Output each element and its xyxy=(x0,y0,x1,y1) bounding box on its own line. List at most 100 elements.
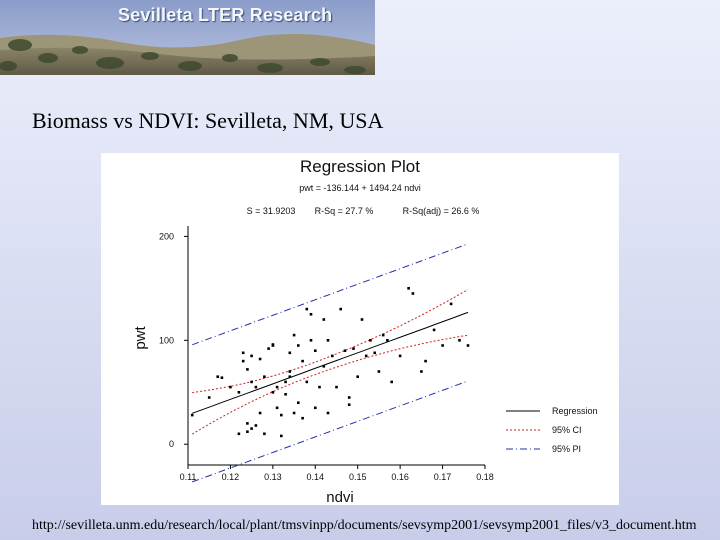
chart-title: Regression Plot xyxy=(300,157,420,176)
data-point xyxy=(297,401,300,404)
data-point xyxy=(280,413,283,417)
data-point xyxy=(407,287,410,290)
data-point xyxy=(331,354,334,358)
landscape-photo xyxy=(0,0,375,75)
data-point xyxy=(343,349,347,352)
data-point xyxy=(352,347,355,350)
data-point xyxy=(267,347,270,350)
data-point xyxy=(246,430,249,433)
data-point xyxy=(381,333,385,337)
data-point xyxy=(301,416,304,420)
data-point xyxy=(449,302,453,306)
y-tick-label: 200 xyxy=(159,231,174,241)
x-tick-label: 0.15 xyxy=(349,472,367,482)
ci-lower-line xyxy=(191,334,469,435)
data-point xyxy=(258,411,262,415)
y-axis-label: pwt xyxy=(132,325,149,349)
x-tick-label: 0.12 xyxy=(222,472,240,482)
ci-upper-line xyxy=(192,289,469,394)
header-banner: Sevilleta LTER Research xyxy=(0,0,375,75)
data-point xyxy=(292,411,296,415)
x-tick-label: 0.14 xyxy=(307,472,325,482)
data-point xyxy=(377,370,381,373)
data-point xyxy=(326,339,330,342)
data-point xyxy=(241,359,245,363)
banner-title: Sevilleta LTER Research xyxy=(118,5,333,25)
regression-chart: Regression Plot pwt = -136.144 + 1494.24… xyxy=(101,153,619,505)
data-point xyxy=(386,339,389,342)
data-point xyxy=(288,375,292,378)
data-point xyxy=(258,357,262,361)
data-point xyxy=(369,339,372,342)
x-tick-label: 0.11 xyxy=(180,472,197,482)
data-point xyxy=(305,380,309,384)
data-point xyxy=(271,344,275,347)
x-axis-label: ndvi xyxy=(326,489,354,505)
data-point xyxy=(288,351,292,355)
data-point xyxy=(284,380,287,384)
data-point xyxy=(458,339,461,342)
data-point xyxy=(275,385,279,389)
data-point xyxy=(398,354,402,358)
data-point xyxy=(254,385,258,389)
data-point xyxy=(314,406,317,410)
data-point xyxy=(263,375,266,378)
legend-label: Regression xyxy=(552,406,598,416)
data-point xyxy=(466,344,470,347)
data-point xyxy=(441,344,444,347)
legend: Regression 95% CI 95% PI xyxy=(506,406,598,454)
data-point xyxy=(220,376,224,379)
pi-upper-line xyxy=(192,243,469,346)
data-point xyxy=(360,318,364,321)
data-point xyxy=(207,396,211,399)
data-point xyxy=(292,333,296,337)
legend-label: 95% PI xyxy=(552,444,581,454)
regression-line xyxy=(192,311,469,414)
data-point xyxy=(263,432,266,436)
data-point xyxy=(280,434,283,438)
data-point xyxy=(347,396,351,399)
source-url: http://sevilleta.unm.edu/research/local/… xyxy=(32,518,697,533)
stat-rsq: R-Sq = 27.7 % xyxy=(315,206,374,216)
legend-label: 95% CI xyxy=(552,425,582,435)
data-point xyxy=(339,307,342,311)
data-point xyxy=(322,318,326,321)
data-point xyxy=(241,351,245,355)
data-point xyxy=(250,354,253,358)
data-point xyxy=(305,307,309,311)
data-point xyxy=(420,370,423,373)
data-point xyxy=(411,292,415,295)
data-point xyxy=(237,432,241,436)
data-point xyxy=(432,328,436,332)
data-point xyxy=(318,385,321,389)
data-point xyxy=(250,380,253,384)
stat-s: S = 31.9203 xyxy=(247,206,296,216)
data-point xyxy=(424,359,427,363)
data-point xyxy=(326,411,330,415)
data-point xyxy=(309,339,313,342)
data-point xyxy=(275,406,279,410)
data-point xyxy=(190,413,194,417)
data-point xyxy=(288,370,292,373)
x-tick-label: 0.13 xyxy=(264,472,282,482)
data-point xyxy=(364,354,368,358)
data-point xyxy=(309,313,313,316)
data-point xyxy=(390,380,393,384)
data-point xyxy=(216,375,219,378)
data-point xyxy=(373,351,376,355)
chart-svg: Regression Plot pwt = -136.144 + 1494.24… xyxy=(132,157,598,505)
plot-area: 0 100 200 0.11 0.12 0.13 0.14 0.15 0.16 0.17 0.18 xyxy=(159,226,494,483)
data-point xyxy=(254,424,258,427)
data-point xyxy=(246,422,249,425)
slide-title: Biomass vs NDVI: Sevilleta, NM, USA xyxy=(32,108,384,133)
stat-rsq-adj: R-Sq(adj) = 26.6 % xyxy=(403,206,480,216)
y-tick-label: 100 xyxy=(159,335,174,345)
data-point xyxy=(297,344,300,347)
data-point xyxy=(335,385,338,389)
x-tick-label: 0.18 xyxy=(476,472,494,482)
data-point xyxy=(284,393,287,396)
data-point xyxy=(356,375,359,378)
x-tick-label: 0.17 xyxy=(434,472,452,482)
data-point xyxy=(237,391,241,394)
data-point xyxy=(271,391,275,394)
